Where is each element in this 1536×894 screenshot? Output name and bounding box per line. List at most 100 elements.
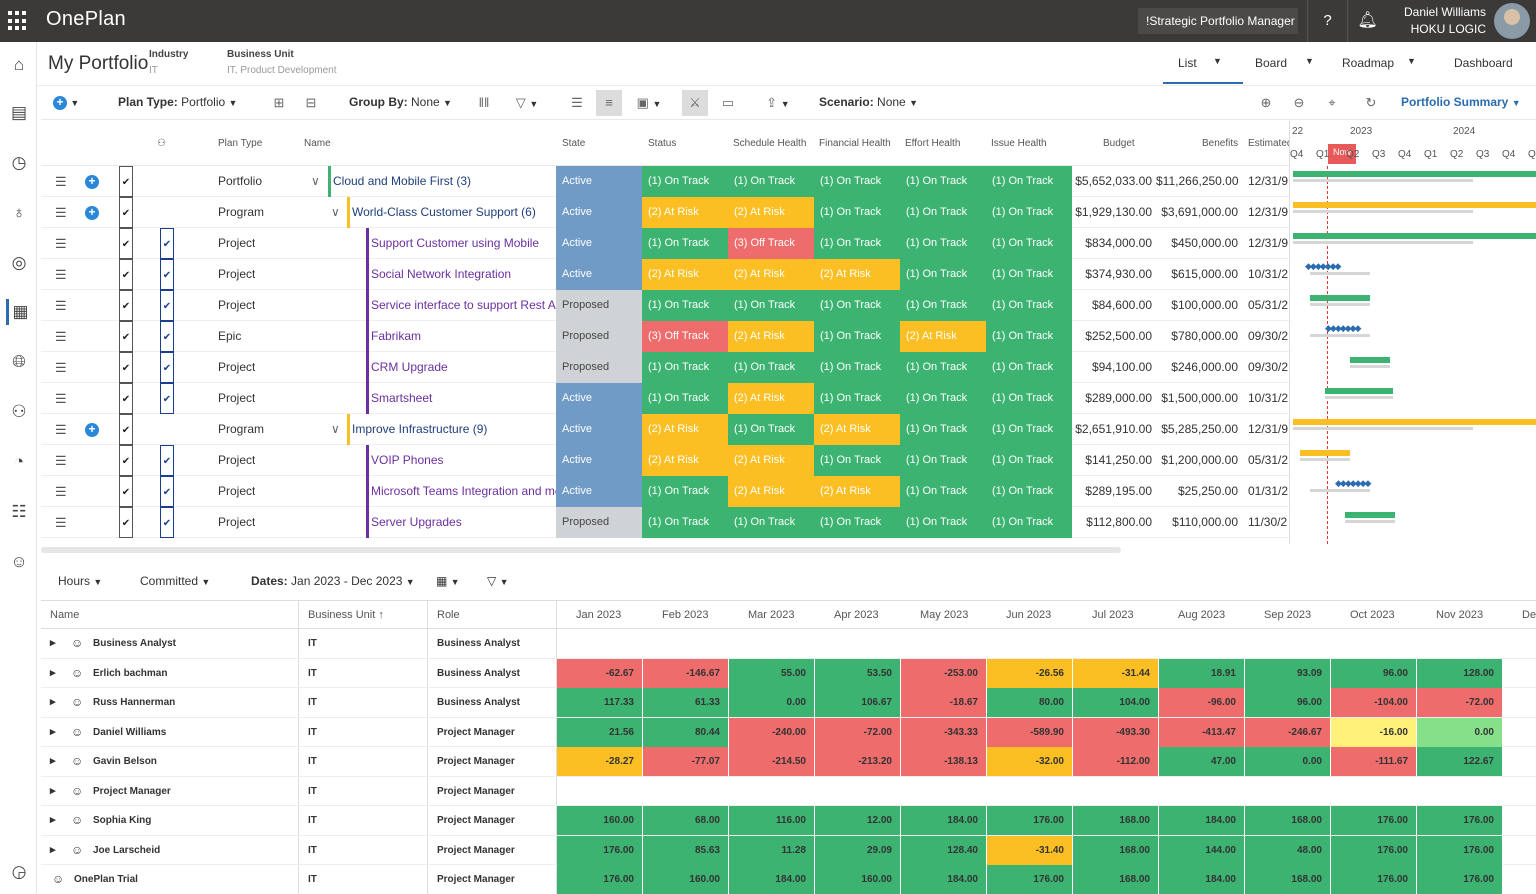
grid-row[interactable]: ☰ ✔ ✔ Project VOIP Phones Active (2) At Risk (2…	[41, 445, 1289, 476]
grid-row[interactable]: ☰ ✔ ✔ Project Microsoft Teams Integration an…	[41, 476, 1289, 507]
grid-row[interactable]: ☰ ✔ ✔ Project Smartsheet Active (1) On Track (2…	[41, 383, 1289, 414]
drag-handle-icon[interactable]: ☰	[55, 484, 67, 499]
group-by-dropdown[interactable]: Group By: None ▼	[349, 95, 452, 109]
gantt-bar[interactable]	[1293, 233, 1536, 239]
resource-row[interactable]: ▸ ☺ Joe Larscheid IT Project Manager 176.00 85…	[41, 835, 1536, 865]
grid-row[interactable]: ☰ ✔ ✔ Project Server Upgrades Proposed (1) On …	[41, 507, 1289, 538]
plan-name[interactable]: Fabrikam	[371, 329, 422, 343]
people-icon[interactable]: ⚇	[11, 402, 27, 421]
row-checkbox[interactable]: ✔	[119, 259, 133, 290]
sync-checkbox[interactable]: ✔	[160, 321, 174, 352]
col-name[interactable]: Name	[50, 609, 80, 621]
filter-icon[interactable]: ▽ ▼	[487, 574, 509, 588]
col-issue-health[interactable]: Issue Health	[991, 138, 1047, 149]
plan-name[interactable]: Microsoft Teams Integration and mes	[371, 484, 556, 498]
col-financial-health[interactable]: Financial Health	[819, 138, 891, 149]
resource-name[interactable]: Business Analyst	[93, 638, 176, 649]
grid-row[interactable]: ☰ ✔ ✔ Project Service interface to support R…	[41, 290, 1289, 321]
sync-checkbox[interactable]: ✔	[160, 259, 174, 290]
grid-layout-icon[interactable]: ▦ ▼	[436, 574, 460, 588]
col-role[interactable]: Role	[437, 609, 460, 621]
drag-handle-icon[interactable]: ☰	[55, 360, 67, 375]
col-status[interactable]: Status	[648, 138, 677, 149]
sync-checkbox[interactable]: ✔	[160, 228, 174, 259]
zoom-in-icon[interactable]: ⊕	[1260, 95, 1272, 110]
clock-icon[interactable]: ◷	[11, 153, 27, 172]
zoom-out-icon[interactable]: ⊖	[1293, 95, 1305, 110]
drag-handle-icon[interactable]: ☰	[55, 453, 67, 468]
expand-all-icon[interactable]: ⊞	[273, 95, 285, 110]
gantt-bar[interactable]	[1293, 202, 1536, 208]
gantt-bar[interactable]	[1350, 357, 1390, 363]
plan-name[interactable]: Server Upgrades	[371, 515, 462, 529]
view-roadmap[interactable]: Roadmap	[1342, 56, 1395, 70]
lightbulb-icon[interactable]: ♁	[12, 203, 26, 222]
gantt-icon[interactable]: ≡	[596, 90, 622, 116]
resource-row[interactable]: ▸ ☺ Erlich bachman IT Business Analyst -62.67…	[41, 658, 1536, 688]
horizontal-scrollbar[interactable]	[41, 547, 1121, 553]
grid-row[interactable]: ☰ + ✔ Portfolio ∨ Cloud and Mobile First (3) A…	[41, 166, 1289, 197]
drag-handle-icon[interactable]: ☰	[55, 174, 67, 189]
row-checkbox[interactable]: ✔	[119, 414, 133, 445]
view-board[interactable]: Board	[1255, 56, 1288, 70]
grid-row[interactable]: ☰ ✔ ✔ Epic Fabrikam Proposed (3) Off Track (2) …	[41, 321, 1289, 352]
resource-row[interactable]: ☺ OnePlan Trial IT Project Manager 176.00 160…	[41, 865, 1536, 894]
plan-name[interactable]: Social Network Integration	[371, 267, 512, 281]
col-schedule-health[interactable]: Schedule Health	[733, 138, 807, 149]
grid-row[interactable]: ☰ + ✔ Program ∨ World-Class Customer Support …	[41, 197, 1289, 228]
sync-checkbox[interactable]: ✔	[160, 383, 174, 414]
layout-icon[interactable]: ▣ ▼	[636, 95, 662, 110]
columns-icon[interactable]: ‖‖	[478, 95, 490, 110]
expand-row-icon[interactable]: ▸	[50, 696, 56, 708]
collapse-all-icon[interactable]: ⊟	[305, 95, 317, 110]
row-checkbox[interactable]: ✔	[119, 166, 133, 197]
row-checkbox[interactable]: ✔	[119, 321, 133, 352]
view-dashboard[interactable]: Dashboard	[1454, 56, 1513, 70]
expand-row-icon[interactable]: ▸	[50, 725, 56, 738]
milestone-icon[interactable]: ◆◆◆◆◆◆◆	[1335, 478, 1371, 488]
chevron-down-icon[interactable]: ∨	[331, 422, 340, 436]
milestone-icon[interactable]: ◆◆◆◆◆◆◆	[1305, 261, 1341, 271]
drag-handle-icon[interactable]: ☰	[55, 422, 67, 437]
industry-filter[interactable]: Industry IT	[149, 49, 189, 76]
grid-row[interactable]: ☰ ✔ ✔ Project CRM Upgrade Proposed (1) On Trac…	[41, 352, 1289, 383]
drag-handle-icon[interactable]: ☰	[55, 267, 67, 282]
gantt-bar[interactable]	[1310, 295, 1370, 301]
help-button[interactable]: ?	[1307, 0, 1347, 42]
resource-row[interactable]: ▸ ☺ Project Manager IT Project Manager	[41, 776, 1536, 806]
resource-name[interactable]: Daniel Williams	[93, 726, 167, 738]
resource-name[interactable]: Erlich bachman	[93, 667, 168, 679]
chevron-down-icon[interactable]: ▼	[1407, 56, 1416, 66]
expand-row-icon[interactable]: ▸	[50, 755, 56, 767]
dates-dropdown[interactable]: Dates: Jan 2023 - Dec 2023 ▼	[251, 574, 415, 588]
resource-name[interactable]: Russ Hannerman	[93, 697, 176, 708]
drag-handle-icon[interactable]: ☰	[55, 298, 67, 313]
notification-bell-icon[interactable]: 🔔︎	[1347, 0, 1387, 42]
card-icon[interactable]: ▭	[721, 95, 735, 110]
export-icon[interactable]: ⇪ ▼	[766, 95, 790, 110]
expand-row-icon[interactable]: ▸	[50, 666, 56, 679]
col-name[interactable]: Name	[304, 138, 331, 149]
resource-name[interactable]: Project Manager	[93, 785, 171, 797]
plan-name[interactable]: Support Customer using Mobile	[371, 236, 540, 250]
expand-row-icon[interactable]: ▸	[50, 637, 56, 649]
sync-checkbox[interactable]: ✔	[160, 290, 174, 321]
row-checkbox[interactable]: ✔	[119, 445, 133, 476]
drag-handle-icon[interactable]: ☰	[55, 236, 67, 251]
drag-handle-icon[interactable]: ☰	[55, 205, 67, 220]
expand-row-icon[interactable]: ▸	[50, 843, 56, 856]
add-button[interactable]: + ▼	[53, 95, 79, 110]
strategic-portfolio-button[interactable]: !Strategic Portfolio Manager	[1138, 8, 1298, 34]
grid-row[interactable]: ☰ + ✔ Program ∨ Improve Infrastructure (9) Act…	[41, 414, 1289, 445]
committed-dropdown[interactable]: Committed ▼	[140, 574, 211, 588]
resource-name[interactable]: Joe Larscheid	[93, 844, 161, 856]
gantt-bar[interactable]	[1345, 512, 1395, 518]
sync-checkbox[interactable]: ✔	[160, 445, 174, 476]
resource-row[interactable]: ▸ ☺ Russ Hannerman IT Business Analyst 117.33…	[41, 688, 1536, 718]
plan-name[interactable]: Cloud and Mobile First (3)	[333, 174, 472, 188]
resource-row[interactable]: ▸ ☺ Gavin Belson IT Project Manager -28.27 -77…	[41, 747, 1536, 777]
plan-name[interactable]: Improve Infrastructure (9)	[352, 422, 488, 436]
hierarchy-icon[interactable]: ⚇	[157, 138, 166, 149]
gantt-bar[interactable]	[1300, 450, 1350, 456]
fit-icon[interactable]: ⌖	[1328, 95, 1336, 110]
